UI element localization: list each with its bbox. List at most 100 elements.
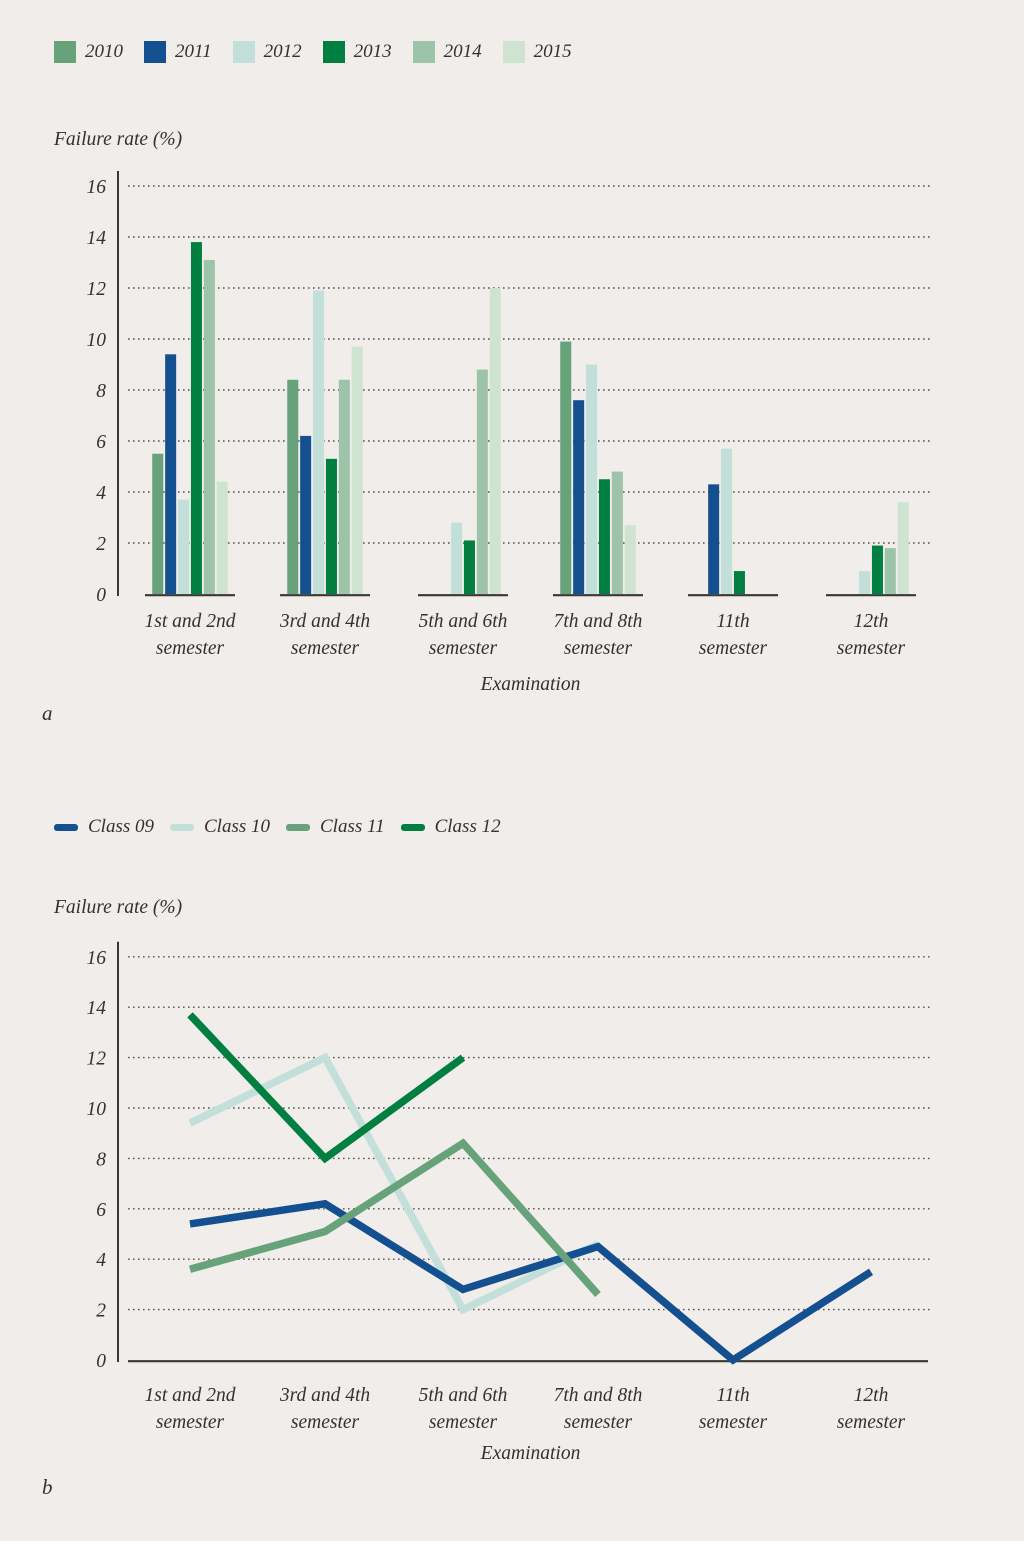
legend-swatch-class-11: [286, 823, 310, 831]
legend-item-2011: 2011: [144, 41, 212, 63]
x-tick-label: 11th: [716, 1385, 749, 1406]
y-tick-label-2: 2: [96, 1301, 106, 1322]
y-tick-label-8: 8: [96, 381, 106, 402]
x-tick-label: semester: [564, 1412, 633, 1433]
legend-swatch-class-12: [400, 823, 425, 831]
legend-swatch-2015: [502, 41, 525, 63]
y-tick-label-0: 0: [96, 585, 106, 606]
legend-item-2014: 2014: [412, 41, 482, 63]
y-tick-label-10: 10: [87, 330, 107, 351]
y-tick-label-14: 14: [87, 998, 107, 1019]
bar-2015-cat2: [351, 346, 363, 594]
legend-item-2012: 2012: [232, 41, 302, 63]
bar-2012-cat6: [859, 571, 871, 594]
bar-2012-cat2: [313, 290, 325, 594]
y-tick-label-16: 16: [87, 177, 107, 198]
legend-panel-b: Class 09 Class 10 Class 11 Class 12: [54, 816, 501, 838]
bar-2010-cat4: [560, 341, 572, 594]
x-tick-label: 1st and 2nd: [144, 611, 235, 632]
bar-2013-cat4: [598, 479, 610, 594]
x-tick-label: 1st and 2nd: [144, 1385, 235, 1406]
legend-label: Class 10: [204, 816, 270, 837]
x-tick-label: 3rd and 4th: [279, 1385, 370, 1406]
x-tick-label: 3rd and 4th: [279, 611, 370, 632]
x-tick-label: 5th and 6th: [419, 1385, 508, 1406]
bar-2013-cat3: [463, 540, 475, 594]
bar-2014-cat4: [611, 471, 623, 594]
bar-chart-panel-a: 0 2 4 6 8 10 12 14 16 1st and 2nd semester 3rd and …: [87, 171, 933, 695]
y-tick-label-6: 6: [96, 432, 106, 453]
bar-2011-cat2: [300, 435, 312, 594]
bar-2012-cat3: [451, 522, 463, 594]
legend-item-2010: 2010: [54, 41, 123, 63]
legend-swatch-2010: [54, 41, 76, 63]
bar-2013-cat5: [733, 571, 745, 594]
legend-swatch-class-09: [54, 823, 78, 831]
x-tick-label: 7th and 8th: [554, 1385, 643, 1406]
line-class-09: [189, 1199, 874, 1365]
legend-label: Class 11: [320, 816, 385, 837]
legend-label: 2015: [533, 41, 572, 62]
bar-2013-cat6: [871, 545, 883, 594]
x-tick-label: 12th: [854, 1385, 889, 1406]
legend-item-2013: 2013: [322, 41, 392, 63]
legend-swatch-2011: [144, 41, 166, 63]
y-tick-label-8: 8: [96, 1149, 106, 1170]
y-axis-title-b: Failure rate (%): [54, 897, 183, 918]
x-tick-label: semester: [699, 1412, 768, 1433]
legend-label: Class 12: [434, 816, 501, 837]
x-tick-label: semester: [291, 638, 360, 659]
line-chart-panel-b: 0 2 4 6 8 10 12 14 16 1st and 2nd semester 3rd and …: [87, 941, 933, 1464]
x-tick-label: semester: [429, 1412, 498, 1433]
line-class-11: [188, 1138, 601, 1297]
bar-2012-cat5: [721, 448, 733, 594]
bar-2011-cat1: [165, 354, 177, 594]
legend-label: 2012: [263, 41, 302, 62]
bar-2014-cat3: [476, 369, 488, 594]
bar-2011-cat5: [708, 484, 720, 594]
legend-item-class-11: Class 11: [286, 816, 385, 838]
legend-label: 2014: [443, 41, 482, 62]
bar-2012-cat1: [178, 499, 190, 594]
legend-swatch-2013: [322, 41, 345, 63]
line-class-12: [187, 1012, 466, 1164]
bar-2013-cat2: [325, 458, 337, 594]
legend-item-class-09: Class 09: [54, 816, 154, 838]
legend-label: 2013: [353, 41, 392, 62]
legend-item-class-10: Class 10: [170, 816, 270, 838]
x-tick-label: 7th and 8th: [554, 611, 643, 632]
legend-swatch-2014: [412, 41, 435, 63]
x-tick-label: semester: [837, 638, 906, 659]
x-tick-label: 12th: [854, 611, 889, 632]
legend-item-class-12: Class 12: [400, 816, 501, 838]
bar-2011-cat4: [573, 400, 585, 594]
legend-label: 2011: [175, 41, 212, 62]
y-tick-label-2: 2: [96, 534, 106, 555]
legend-swatch-2012: [232, 41, 255, 63]
bar-2015-cat4: [624, 525, 636, 594]
bar-2015-cat1: [216, 481, 228, 594]
x-tick-label: 11th: [716, 611, 749, 632]
x-axis-title: Examination: [480, 674, 581, 695]
legend-label: Class 09: [88, 816, 154, 837]
x-tick-label: semester: [156, 1412, 225, 1433]
y-tick-label-10: 10: [87, 1099, 107, 1120]
legend-label: 2010: [85, 41, 123, 62]
bar-2014-cat2: [338, 379, 350, 594]
y-tick-label-12: 12: [87, 279, 107, 300]
legend-panel-a: 2010 2011 2012 2013 2014 2015: [54, 41, 572, 63]
bar-2014-cat6: [884, 548, 896, 594]
panel-letter-b: b: [42, 1475, 53, 1499]
y-tick-label-16: 16: [87, 948, 107, 969]
bar-2014-cat1: [203, 259, 215, 594]
x-tick-label: semester: [429, 638, 498, 659]
panel-letter-a: a: [42, 701, 53, 725]
legend-item-2015: 2015: [502, 41, 572, 63]
y-tick-label-0: 0: [96, 1351, 106, 1372]
y-tick-label-4: 4: [96, 1250, 106, 1271]
legend-swatch-class-10: [170, 823, 194, 831]
bar-2010-cat2: [287, 379, 299, 594]
y-axis-title-a: Failure rate (%): [54, 129, 183, 150]
y-tick-label-14: 14: [87, 228, 107, 249]
bar-2015-cat6: [897, 502, 909, 594]
